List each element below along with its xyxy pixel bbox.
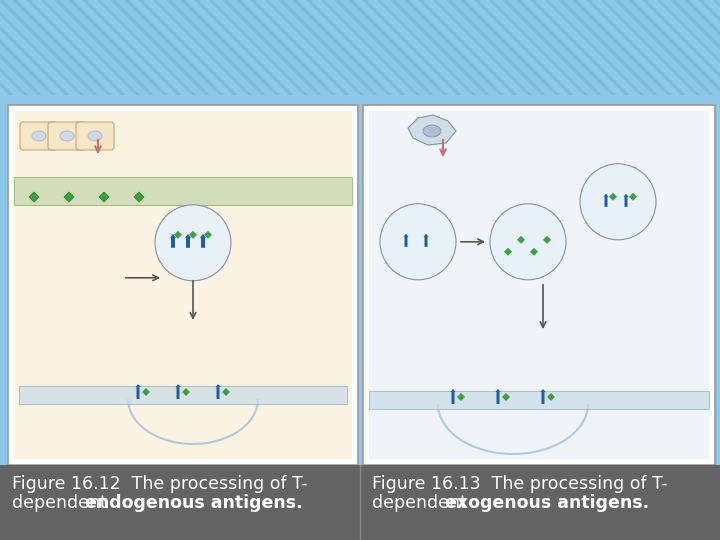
Text: endogenous antigens.: endogenous antigens. — [85, 495, 302, 512]
Polygon shape — [26, 0, 126, 95]
Polygon shape — [306, 0, 406, 95]
Polygon shape — [0, 0, 28, 95]
Bar — [363, 105, 715, 465]
FancyArrow shape — [185, 234, 191, 248]
FancyArrow shape — [603, 194, 608, 207]
Polygon shape — [488, 0, 588, 95]
Text: Figure 16.13  The processing of T-: Figure 16.13 The processing of T- — [372, 475, 667, 493]
FancyArrow shape — [423, 234, 428, 247]
Polygon shape — [432, 0, 532, 95]
Polygon shape — [404, 0, 504, 95]
Polygon shape — [166, 0, 266, 95]
Polygon shape — [348, 0, 448, 95]
Polygon shape — [586, 0, 686, 95]
FancyArrow shape — [403, 234, 408, 247]
Bar — [14, 111, 352, 459]
FancyArrow shape — [624, 194, 629, 207]
Polygon shape — [642, 0, 720, 95]
FancyArrow shape — [170, 234, 176, 248]
Polygon shape — [124, 0, 224, 95]
FancyArrow shape — [176, 384, 181, 399]
Ellipse shape — [88, 131, 102, 141]
Polygon shape — [194, 0, 294, 95]
Bar — [0, 0, 720, 95]
Polygon shape — [292, 0, 392, 95]
Polygon shape — [12, 0, 112, 95]
FancyArrow shape — [135, 384, 140, 399]
FancyArrow shape — [495, 389, 500, 404]
Polygon shape — [628, 0, 720, 95]
Polygon shape — [0, 0, 42, 95]
Polygon shape — [96, 0, 196, 95]
Ellipse shape — [423, 125, 441, 137]
FancyArrow shape — [215, 384, 220, 399]
Polygon shape — [82, 0, 182, 95]
Text: dependent: dependent — [372, 495, 472, 512]
Polygon shape — [614, 0, 714, 95]
Polygon shape — [474, 0, 574, 95]
Polygon shape — [558, 0, 658, 95]
Polygon shape — [0, 0, 98, 95]
Polygon shape — [0, 0, 84, 95]
FancyBboxPatch shape — [48, 122, 86, 150]
Polygon shape — [54, 0, 154, 95]
Text: Figure 16.12  The processing of T-: Figure 16.12 The processing of T- — [12, 475, 307, 493]
Polygon shape — [0, 0, 70, 95]
Polygon shape — [376, 0, 476, 95]
Polygon shape — [408, 115, 456, 145]
Polygon shape — [656, 0, 720, 95]
Polygon shape — [684, 0, 720, 95]
Polygon shape — [138, 0, 238, 95]
FancyBboxPatch shape — [76, 122, 114, 150]
Polygon shape — [712, 0, 720, 95]
Polygon shape — [530, 0, 630, 95]
Bar — [369, 111, 709, 459]
Bar — [14, 177, 352, 205]
Polygon shape — [460, 0, 560, 95]
Polygon shape — [698, 0, 720, 95]
Polygon shape — [446, 0, 546, 95]
FancyBboxPatch shape — [20, 122, 58, 150]
FancyArrow shape — [200, 234, 206, 248]
Circle shape — [580, 164, 656, 240]
Polygon shape — [236, 0, 336, 95]
Polygon shape — [544, 0, 644, 95]
Polygon shape — [208, 0, 308, 95]
Polygon shape — [250, 0, 350, 95]
FancyArrow shape — [451, 389, 456, 404]
Polygon shape — [362, 0, 462, 95]
Circle shape — [380, 204, 456, 280]
Polygon shape — [320, 0, 420, 95]
Ellipse shape — [32, 131, 46, 141]
Polygon shape — [152, 0, 252, 95]
Polygon shape — [572, 0, 672, 95]
FancyArrow shape — [541, 389, 546, 404]
Text: exogenous antigens.: exogenous antigens. — [445, 495, 649, 512]
Bar — [8, 105, 358, 465]
Polygon shape — [670, 0, 720, 95]
Polygon shape — [264, 0, 364, 95]
Polygon shape — [278, 0, 378, 95]
Bar — [19, 386, 347, 404]
Polygon shape — [40, 0, 140, 95]
Bar — [0, 465, 720, 540]
Polygon shape — [502, 0, 602, 95]
Circle shape — [155, 205, 231, 281]
Circle shape — [490, 204, 566, 280]
Polygon shape — [0, 0, 56, 95]
Polygon shape — [222, 0, 322, 95]
Polygon shape — [418, 0, 518, 95]
Polygon shape — [334, 0, 434, 95]
Polygon shape — [68, 0, 168, 95]
Ellipse shape — [60, 131, 74, 141]
Polygon shape — [600, 0, 700, 95]
Polygon shape — [110, 0, 210, 95]
Polygon shape — [516, 0, 616, 95]
Polygon shape — [390, 0, 490, 95]
Polygon shape — [0, 0, 14, 95]
Polygon shape — [180, 0, 280, 95]
Text: dependent: dependent — [12, 495, 112, 512]
Bar — [369, 391, 709, 409]
